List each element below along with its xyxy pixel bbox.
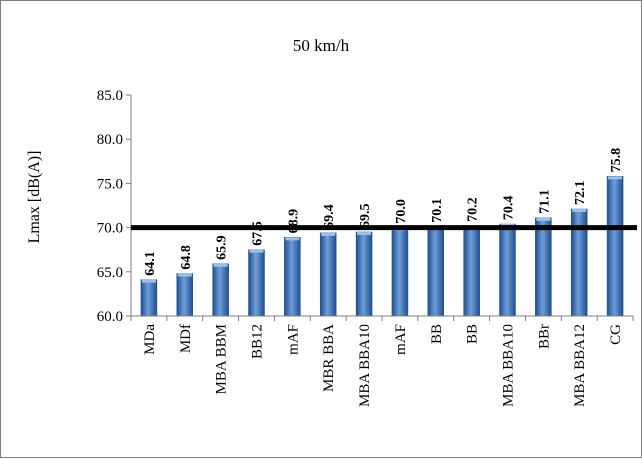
data-label: 67.5	[251, 221, 266, 246]
x-tick-label: BB12	[250, 324, 266, 359]
bar	[606, 176, 624, 317]
bar	[319, 232, 337, 317]
bar	[212, 263, 229, 317]
y-tick-label: 85.0	[97, 88, 123, 104]
bar-top-highlight	[141, 279, 156, 283]
x-tick-label: mAF	[285, 324, 301, 355]
y-tick-label: 70.0	[97, 221, 123, 237]
data-label: 70.0	[394, 199, 409, 224]
bar	[176, 273, 194, 317]
y-tick-label: 75.0	[97, 176, 123, 192]
data-label: 71.1	[537, 189, 552, 214]
bars	[140, 176, 624, 317]
bar	[248, 249, 265, 317]
bar	[140, 279, 158, 317]
bar-top-highlight	[536, 217, 551, 221]
y-axis-label: Lmax [dB(A)]	[26, 151, 43, 244]
data-label: 70.1	[430, 198, 445, 223]
data-label: 65.9	[215, 235, 230, 260]
bar-top-highlight	[213, 263, 228, 267]
x-axis: MDa MDf MBA BBM BB12 mAF MBR BBA MBA BBA10 mAF B…	[130, 315, 634, 407]
y-tick-label: 60.0	[97, 309, 123, 325]
chart-title: 50 km/h	[293, 36, 350, 55]
bar	[391, 227, 409, 317]
data-label: 69.5	[358, 204, 373, 229]
bar-top-highlight	[321, 232, 336, 236]
data-label: 75.8	[609, 148, 624, 173]
x-tick-label: MDa	[142, 324, 158, 355]
x-tick-label: BB	[465, 324, 481, 344]
data-label: 64.1	[143, 251, 158, 276]
data-label: 69.4	[322, 204, 337, 229]
bar-top-highlight	[608, 176, 623, 180]
x-tick-label: MBA BBM	[214, 324, 230, 394]
y-axis: 60.0 65.0 70.0 75.0 80.0 85.0	[97, 88, 132, 325]
bar-top-highlight	[177, 273, 192, 277]
data-label: 70.2	[466, 197, 481, 222]
bar	[463, 225, 480, 317]
x-tick-label: BB	[429, 324, 445, 344]
data-label: 64.8	[179, 245, 194, 270]
bar-top-highlight	[357, 232, 372, 236]
x-tick-label: MBA BBA10	[501, 324, 517, 407]
x-tick-label: BBr	[536, 324, 552, 349]
x-tick-label: MBA BBA12	[572, 324, 588, 407]
data-label: 72.1	[573, 181, 588, 206]
bar-top-highlight	[285, 237, 300, 241]
x-tick-label: MDf	[178, 324, 194, 353]
x-tick-label: mAF	[393, 324, 409, 355]
x-tick-label: CG	[608, 324, 624, 345]
data-label: 68.9	[286, 209, 301, 234]
bar	[570, 208, 588, 317]
bar	[355, 231, 373, 317]
x-tick-label: MBR BBA	[321, 324, 337, 392]
bar	[284, 237, 301, 317]
data-label: 70.4	[502, 196, 517, 221]
y-tick-label: 80.0	[97, 132, 123, 148]
data-labels: 64.1 64.8 65.9 67.5 68.9 69.4 69.5 70.0 70.1 70.2…	[143, 148, 624, 276]
bar	[499, 223, 516, 317]
y-tick-label: 65.0	[97, 265, 123, 281]
bar-top-highlight	[572, 209, 587, 213]
bar	[427, 226, 445, 317]
bar	[535, 217, 552, 317]
bar-top-highlight	[249, 249, 264, 253]
x-tick-label: MBA BBA10	[357, 324, 373, 407]
